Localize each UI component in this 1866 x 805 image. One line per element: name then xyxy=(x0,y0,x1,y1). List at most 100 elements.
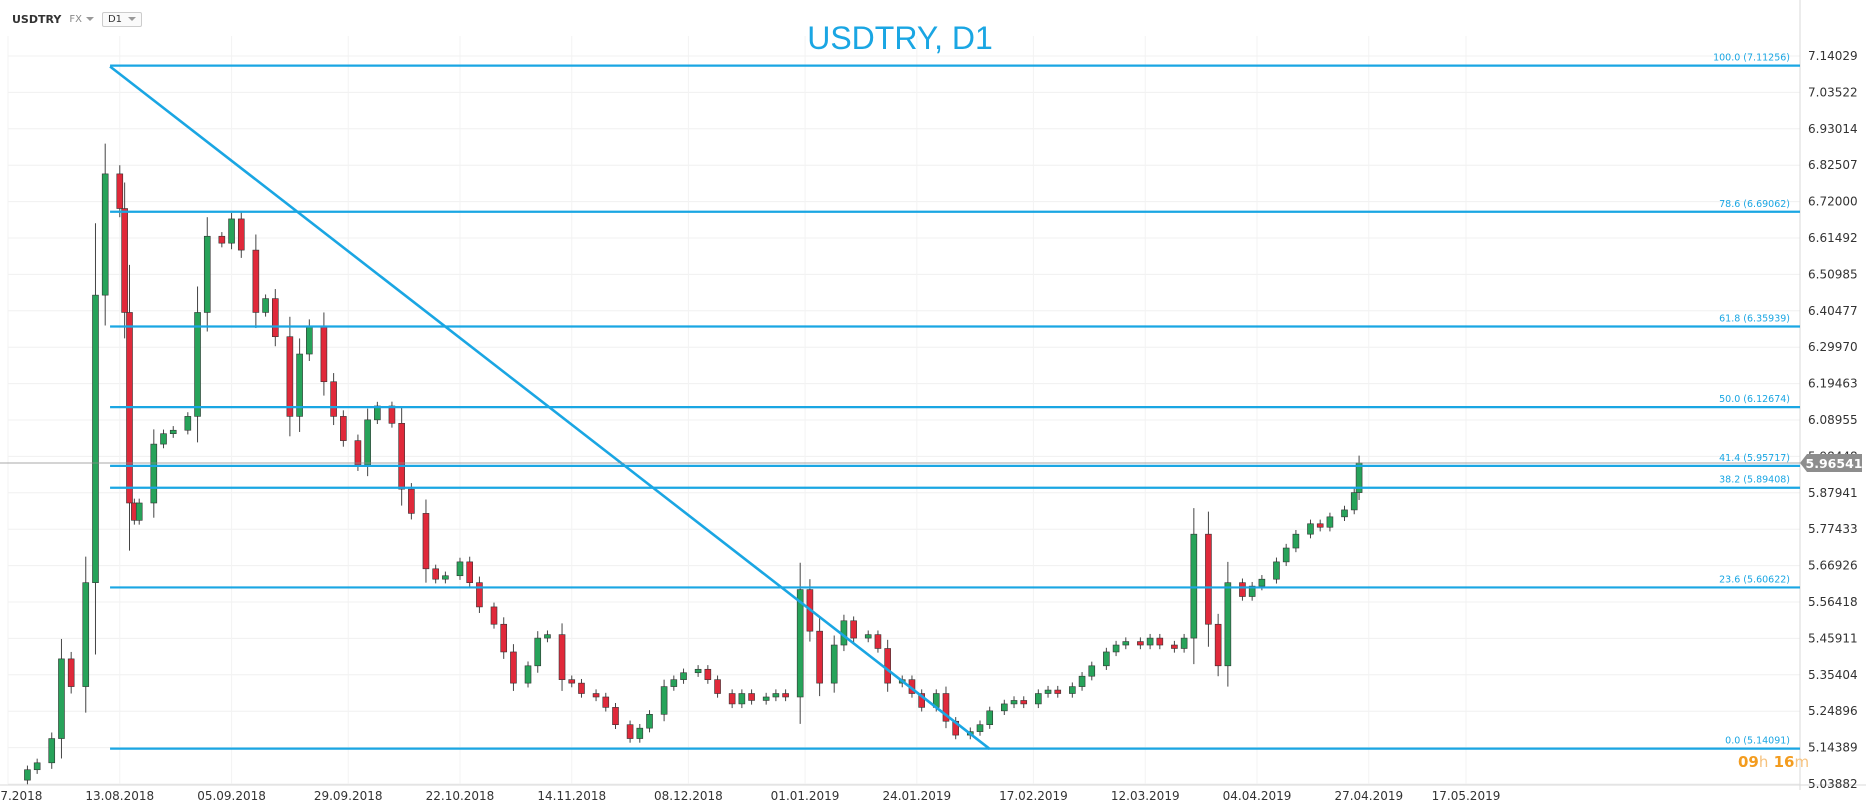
candle-body xyxy=(184,416,192,431)
candle-body xyxy=(1239,582,1246,597)
candle-body xyxy=(408,488,415,514)
price-tick-label: 5.77433 xyxy=(1808,522,1858,536)
candle-body xyxy=(1341,509,1348,518)
candle-body xyxy=(340,416,347,441)
candle-body xyxy=(456,561,464,577)
fibonacci-levels[interactable]: 100.0 (7.11256) 78.6 (6.69062) 61.8 (6.359… xyxy=(110,53,1800,750)
candle-body xyxy=(388,405,396,424)
candle-body xyxy=(830,644,838,684)
candle-body xyxy=(422,513,430,570)
current-price-label: 5.96541 xyxy=(1806,456,1863,471)
candle-body xyxy=(160,433,167,445)
candle-body xyxy=(354,440,362,466)
candle-body xyxy=(524,665,532,684)
candle-body xyxy=(1146,637,1154,646)
candle-body xyxy=(592,693,600,698)
candle-body xyxy=(1214,623,1222,667)
candle-body xyxy=(121,208,128,313)
candle-body xyxy=(1000,703,1008,712)
date-tick-label: 01.01.2019 xyxy=(771,789,840,803)
market-selector[interactable]: FX xyxy=(69,14,94,25)
candle-body xyxy=(1044,689,1052,694)
candle-body xyxy=(82,582,90,687)
candle-body xyxy=(704,668,712,680)
candle-body xyxy=(67,658,75,687)
candle-body xyxy=(1180,637,1188,649)
candle-body xyxy=(33,762,41,771)
candle-body xyxy=(1122,641,1130,646)
candle-body xyxy=(135,502,143,521)
price-tick-label: 6.61492 xyxy=(1808,231,1858,245)
candle-body xyxy=(748,693,755,701)
candle-body xyxy=(864,634,872,639)
candle-body xyxy=(738,693,746,705)
price-tick-label: 5.03882 xyxy=(1808,777,1858,791)
price-tick-label: 7.14029 xyxy=(1808,49,1858,63)
date-tick-label: 05.09.2018 xyxy=(197,789,266,803)
fib-level-label: 38.2 (5.89408) xyxy=(1719,475,1790,486)
fib-level-label: 61.8 (6.35939) xyxy=(1719,314,1790,325)
trendline xyxy=(109,65,991,750)
candle-body xyxy=(1307,523,1314,535)
candle-body xyxy=(874,634,882,649)
date-tick-label: 17.02.2019 xyxy=(999,789,1068,803)
fib-level-label: 100.0 (7.11256) xyxy=(1713,53,1790,64)
candle-body xyxy=(1137,641,1144,646)
date-tick-label: 24.01.2019 xyxy=(882,789,951,803)
candle-body xyxy=(306,326,313,355)
candle-body xyxy=(1258,578,1266,587)
candle-body xyxy=(646,714,653,729)
candle-body xyxy=(1156,637,1164,646)
candle-body xyxy=(782,693,789,698)
price-tick-label: 6.72000 xyxy=(1808,195,1858,209)
candle-body xyxy=(568,679,576,684)
trendlines[interactable] xyxy=(109,65,991,750)
candle-body xyxy=(296,353,303,417)
candle-body xyxy=(1103,651,1110,667)
candle-body xyxy=(612,707,619,725)
date-axis: 21.07.2018 13.08.2018 05.09.2018 29.09.2018… xyxy=(0,789,1500,803)
candle-body xyxy=(1248,585,1256,597)
candle-body xyxy=(1020,700,1028,705)
candle-body xyxy=(714,679,721,694)
candle-body xyxy=(24,769,31,781)
timeframe-dropdown[interactable]: D1 xyxy=(101,11,142,27)
candle-body xyxy=(918,693,925,708)
candle-body xyxy=(942,693,950,722)
candle-series xyxy=(24,143,1363,785)
price-tick-label: 6.19463 xyxy=(1808,377,1858,391)
price-tick-label: 6.08955 xyxy=(1808,413,1858,427)
candle-body xyxy=(320,326,328,383)
candle-body xyxy=(500,623,508,653)
candle-body xyxy=(884,648,891,684)
candle-body xyxy=(169,429,177,435)
price-tick-label: 5.24896 xyxy=(1808,704,1858,718)
candle-body xyxy=(262,298,269,313)
price-tick-label: 5.87941 xyxy=(1808,486,1858,500)
candle-body xyxy=(330,381,337,417)
candle-body xyxy=(578,682,585,694)
candle-body xyxy=(728,693,736,705)
candle-body xyxy=(364,419,371,466)
candle-body xyxy=(796,589,804,698)
candle-body xyxy=(1326,516,1334,528)
candle-body xyxy=(374,405,381,421)
fib-level-label: 41.4 (5.95717) xyxy=(1719,453,1790,464)
candle-body xyxy=(92,294,99,583)
price-tick-label: 5.45911 xyxy=(1808,631,1858,645)
candle-body xyxy=(558,634,566,680)
candle-body xyxy=(636,727,644,739)
candle-body xyxy=(237,218,245,251)
date-tick-label: 22.10.2018 xyxy=(426,789,495,803)
price-tick-label: 6.40477 xyxy=(1808,304,1858,318)
date-tick-label: 08.12.2018 xyxy=(654,789,723,803)
candle-body xyxy=(1292,533,1300,549)
symbol-label[interactable]: USDTRY xyxy=(12,12,62,26)
fib-level-label: 0.0 (5.14091) xyxy=(1725,736,1790,747)
candle-body xyxy=(762,696,770,701)
candle-body xyxy=(1078,675,1086,687)
date-tick-label: 21.07.2018 xyxy=(0,789,42,803)
candle-body xyxy=(476,582,483,608)
price-tick-label: 5.66926 xyxy=(1808,559,1858,573)
